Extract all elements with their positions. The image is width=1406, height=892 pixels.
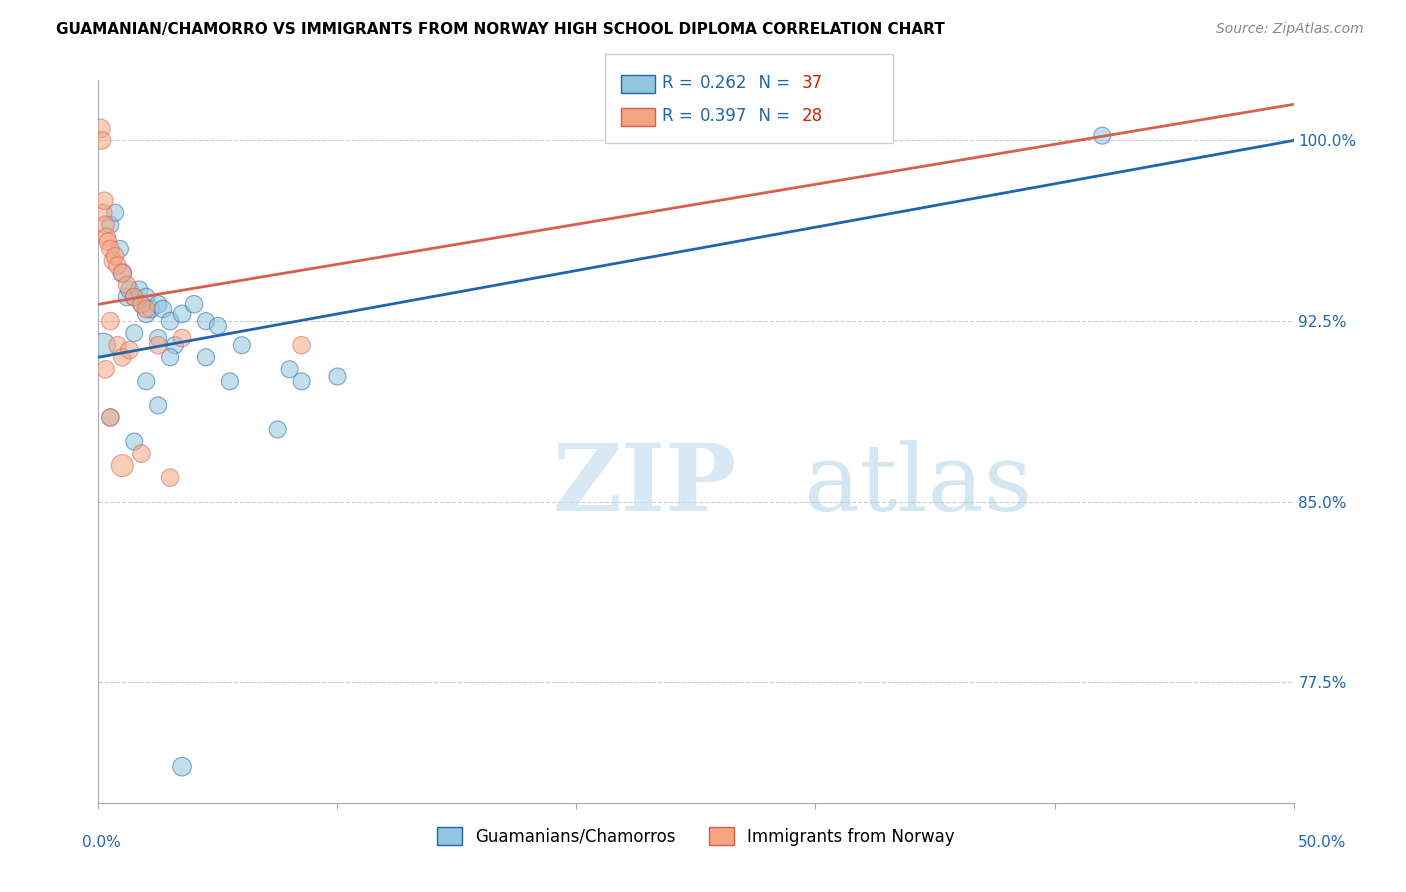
Text: Source: ZipAtlas.com: Source: ZipAtlas.com: [1216, 22, 1364, 37]
Point: [91, 205, 114, 219]
Point: [291, 338, 314, 352]
Point: [94, 362, 117, 376]
Point: [107, 338, 129, 352]
Text: ZIP: ZIP: [553, 440, 737, 530]
Point: [148, 398, 170, 412]
Point: [139, 301, 162, 316]
Text: GUAMANIAN/CHAMORRO VS IMMIGRANTS FROM NORWAY HIGH SCHOOL DIPLOMA CORRELATION CHA: GUAMANIAN/CHAMORRO VS IMMIGRANTS FROM NO…: [56, 22, 945, 37]
Point: [93, 194, 115, 208]
Point: [159, 350, 181, 364]
Point: [107, 259, 129, 273]
Point: [135, 301, 157, 316]
Point: [111, 266, 134, 280]
Point: [131, 297, 153, 311]
Point: [115, 277, 138, 292]
Point: [97, 235, 120, 249]
Point: [1091, 128, 1114, 143]
Point: [195, 350, 218, 364]
Point: [124, 290, 146, 304]
Point: [207, 318, 229, 333]
Point: [163, 338, 186, 352]
Point: [118, 283, 141, 297]
Point: [94, 218, 117, 232]
Point: [159, 470, 181, 484]
Text: 28: 28: [801, 107, 823, 125]
Point: [115, 290, 138, 304]
Point: [148, 331, 170, 345]
Point: [111, 266, 134, 280]
Point: [124, 290, 146, 304]
Point: [131, 446, 153, 460]
Point: [104, 249, 127, 263]
Point: [219, 374, 242, 388]
Point: [135, 290, 157, 304]
Point: [231, 338, 253, 352]
Point: [183, 297, 205, 311]
Legend: Guamanians/Chamorros, Immigrants from Norway: Guamanians/Chamorros, Immigrants from No…: [430, 821, 962, 852]
Text: R =: R =: [662, 107, 699, 125]
Point: [172, 331, 194, 345]
Point: [152, 301, 174, 316]
Point: [131, 297, 153, 311]
Point: [98, 218, 122, 232]
Text: N =: N =: [748, 74, 796, 92]
Point: [148, 338, 170, 352]
Point: [101, 253, 124, 268]
Point: [148, 297, 170, 311]
Point: [91, 133, 114, 147]
Point: [291, 374, 314, 388]
Point: [278, 362, 301, 376]
Text: 0.262: 0.262: [700, 74, 748, 92]
Point: [124, 434, 146, 449]
Point: [135, 307, 157, 321]
Point: [96, 229, 118, 244]
Text: 0.0%: 0.0%: [82, 836, 121, 850]
Point: [159, 314, 181, 328]
Point: [172, 759, 194, 773]
Point: [91, 338, 114, 352]
Text: 0.397: 0.397: [700, 107, 748, 125]
Point: [128, 283, 150, 297]
Point: [104, 205, 127, 219]
Point: [326, 369, 349, 384]
Text: 50.0%: 50.0%: [1298, 836, 1346, 850]
Point: [111, 458, 134, 473]
Point: [267, 422, 290, 436]
Point: [98, 314, 122, 328]
Point: [111, 350, 134, 364]
Point: [135, 374, 157, 388]
Point: [108, 242, 131, 256]
Text: atlas: atlas: [804, 440, 1033, 530]
Point: [98, 410, 122, 425]
Text: 37: 37: [801, 74, 823, 92]
Point: [195, 314, 218, 328]
Point: [98, 410, 122, 425]
Point: [172, 307, 194, 321]
Text: R =: R =: [662, 74, 699, 92]
Text: N =: N =: [748, 107, 796, 125]
Point: [90, 121, 112, 136]
Point: [98, 242, 122, 256]
Point: [124, 326, 146, 341]
Point: [118, 343, 141, 357]
